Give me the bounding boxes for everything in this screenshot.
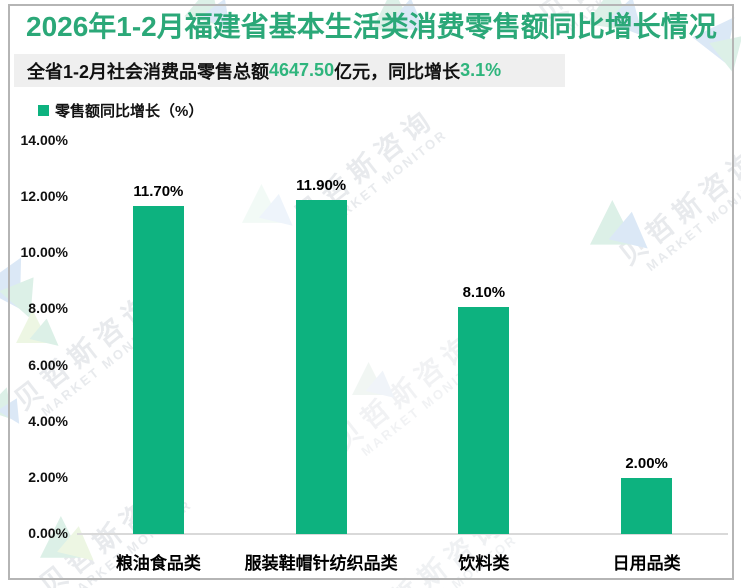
bar-value-label: 11.70%	[133, 182, 184, 200]
x-category-label: 服装鞋帽针纺织品类	[244, 554, 398, 573]
legend-label: 零售额同比增长（%）	[55, 103, 204, 120]
y-axis-tick-label: 8.00%	[28, 300, 68, 317]
bar-value-label: 8.10%	[462, 283, 506, 301]
legend-swatch-icon	[38, 105, 49, 116]
bar	[295, 199, 347, 534]
x-axis-line	[77, 533, 728, 535]
chart-title: 2026年1-2月福建省基本生活类消费零售额同比增长情况	[26, 11, 717, 42]
x-category-label: 饮料类	[458, 554, 510, 573]
y-axis-tick-label: 4.00%	[28, 412, 68, 429]
bar	[458, 306, 510, 534]
y-axis-tick-label: 6.00%	[28, 356, 68, 373]
subtitle-text-prefix: 全省1-2月社会消费品零售总额	[27, 61, 270, 82]
y-axis-tick-label: 14.00%	[20, 132, 68, 148]
y-axis-tick-label: 10.00%	[20, 244, 68, 261]
subtitle-total-value: 4647.50	[269, 60, 335, 80]
bar	[132, 205, 184, 534]
subtitle-growth-value: 3.1%	[460, 60, 502, 80]
y-axis-tick-label: 12.00%	[20, 188, 68, 205]
legend: 零售额同比增长（%）	[38, 100, 203, 121]
y-axis-tick-label: 0.00%	[28, 525, 68, 541]
subtitle-text-middle: 亿元，同比增长	[334, 61, 461, 82]
x-category-label: 粮油食品类	[115, 554, 201, 573]
y-axis-tick-label: 2.00%	[28, 468, 68, 485]
x-category-label: 日用品类	[612, 554, 681, 573]
bar-value-label: 2.00%	[625, 454, 668, 472]
bar-value-label: 11.90%	[296, 176, 347, 194]
subtitle-banner: 全省1-2月社会消费品零售总额 4647.50 亿元，同比增长 3.1%	[14, 54, 565, 87]
bar	[621, 477, 673, 534]
